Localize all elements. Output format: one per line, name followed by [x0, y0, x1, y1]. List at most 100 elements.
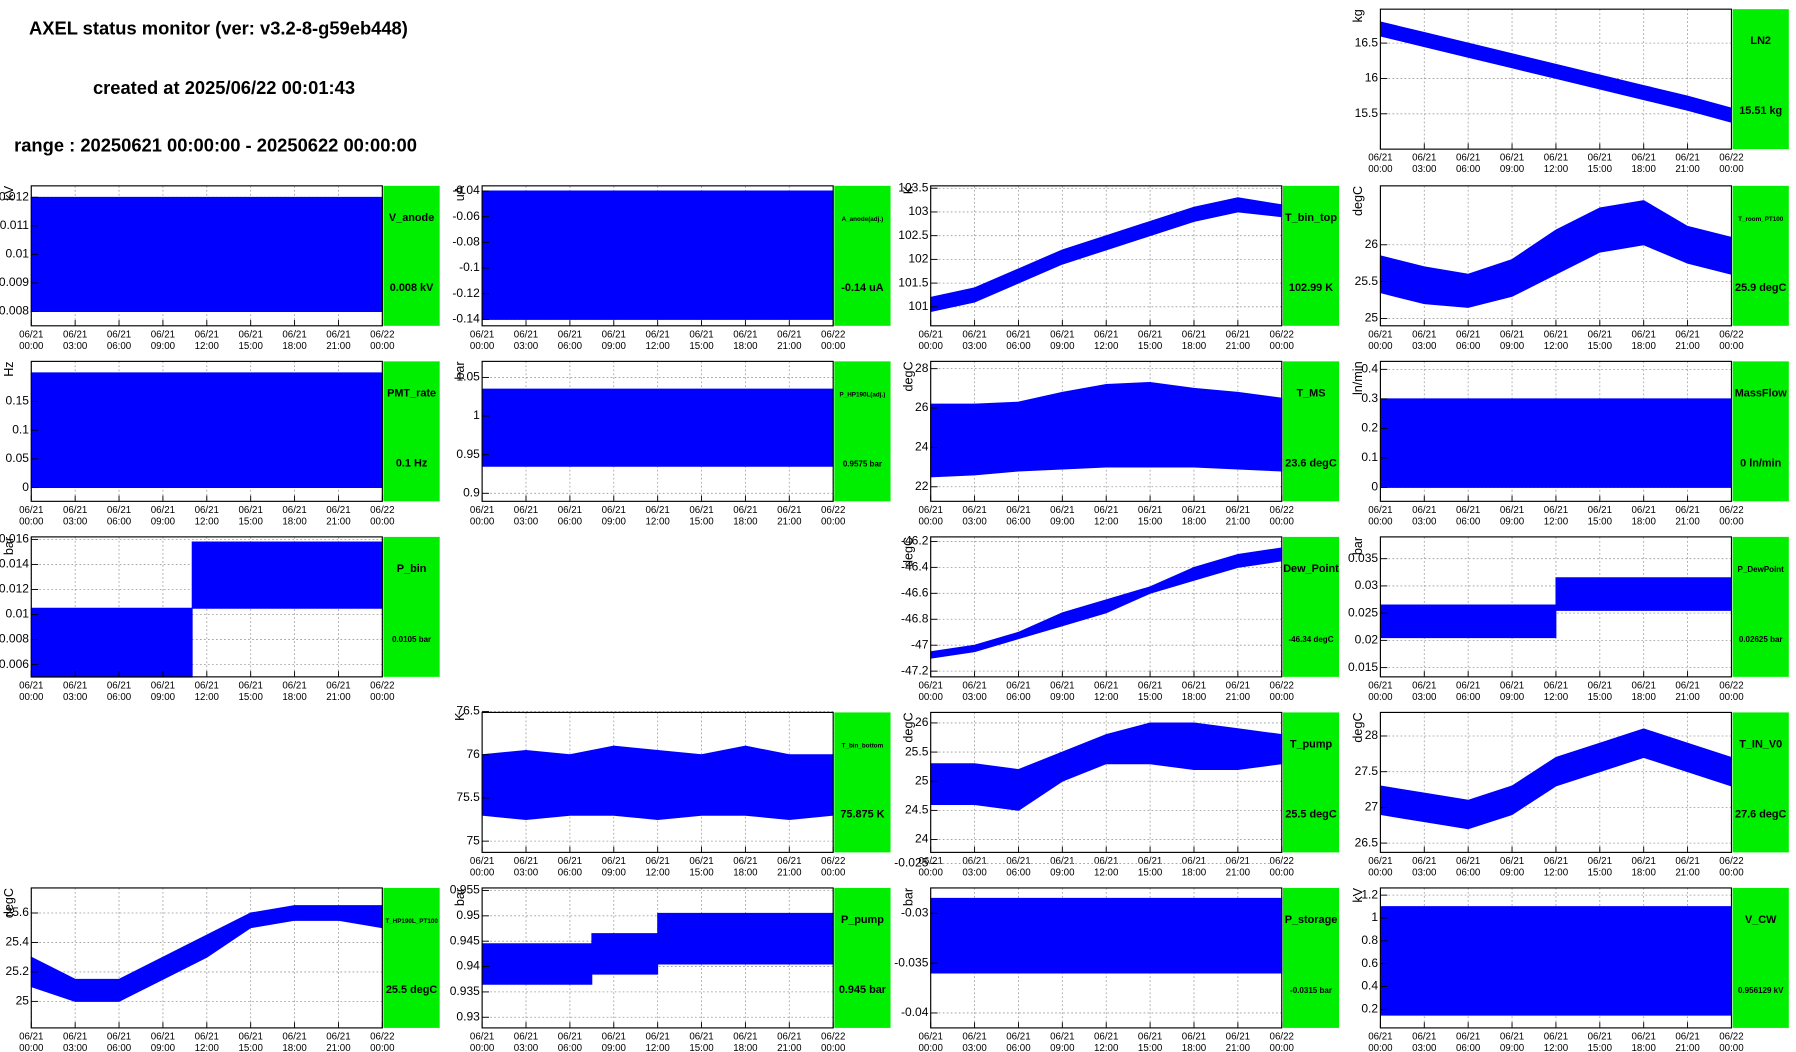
- x-tick-date: 06/21: [238, 505, 262, 516]
- chart-panel: 2525.225.425.606/2100:0006/2103:0006/210…: [2, 887, 440, 1052]
- status-value: -46.34 degC: [1288, 635, 1333, 644]
- x-tick-time: 15:00: [238, 516, 263, 527]
- x-tick-date: 06/22: [1270, 329, 1294, 340]
- status-value: 15.51 kg: [1739, 105, 1782, 117]
- x-tick-time: 00:00: [1368, 516, 1393, 527]
- plot-frame: [930, 887, 1283, 1029]
- x-tick-date: 06/21: [602, 505, 626, 516]
- chart-panel: -0.14-0.12-0.1-0.08-0.06-0.0406/2100:000…: [452, 183, 891, 352]
- x-tick-time: 06:00: [1006, 867, 1031, 878]
- x-tick-date: 06/21: [558, 856, 582, 867]
- x-tick-date: 06/21: [195, 1031, 219, 1042]
- x-tick-date: 06/21: [1456, 856, 1480, 867]
- y-tick-label: 0.03: [1355, 578, 1379, 592]
- x-tick-time: 00:00: [1719, 164, 1744, 175]
- x-tick-time: 18:00: [282, 1043, 307, 1052]
- x-tick-time: 06:00: [1006, 516, 1031, 527]
- y-tick-label: 28: [915, 361, 929, 375]
- x-tick-date: 06/21: [733, 329, 757, 340]
- x-tick-date: 06/21: [1368, 680, 1392, 691]
- status-value: 0.1 Hz: [396, 457, 428, 469]
- x-tick-date: 06/21: [1500, 329, 1524, 340]
- x-tick-date: 06/21: [1182, 329, 1206, 340]
- y-tick-label: 0.05: [6, 451, 30, 465]
- x-tick-date: 06/21: [1544, 329, 1568, 340]
- status-value: 0.008 kV: [390, 282, 434, 294]
- y-axis-label: kg: [1351, 9, 1365, 22]
- x-tick-date: 06/21: [1094, 856, 1118, 867]
- x-tick-time: 00:00: [470, 867, 495, 878]
- status-box: [1732, 536, 1789, 677]
- x-tick-time: 12:00: [1544, 516, 1569, 527]
- x-tick-date: 06/21: [918, 329, 942, 340]
- chart-panel: -47.2-47-46.8-46.6-46.4-46.206/2100:0006…: [901, 534, 1339, 703]
- status-value: 25.9 degC: [1735, 282, 1787, 294]
- x-tick-date: 06/21: [107, 329, 131, 340]
- status-box: [834, 887, 891, 1028]
- x-tick-date: 06/21: [195, 329, 219, 340]
- y-tick-label: 28: [1365, 728, 1379, 742]
- x-tick-date: 06/21: [689, 329, 713, 340]
- x-tick-time: 18:00: [1631, 516, 1656, 527]
- x-tick-date: 06/22: [1270, 1031, 1294, 1042]
- x-tick-date: 06/21: [918, 1031, 942, 1042]
- x-tick-time: 09:00: [151, 692, 176, 703]
- x-tick-time: 00:00: [821, 341, 846, 352]
- y-axis-label: bar: [901, 888, 915, 906]
- data-band: [481, 388, 834, 467]
- x-tick-date: 06/21: [1094, 1031, 1118, 1042]
- x-tick-date: 06/21: [1631, 153, 1655, 164]
- x-tick-time: 12:00: [645, 867, 670, 878]
- x-tick-date: 06/21: [514, 1031, 538, 1042]
- x-tick-time: 18:00: [733, 516, 758, 527]
- chart-panel: 15.51616.506/2100:0006/2103:0006/2106:00…: [1351, 8, 1789, 175]
- x-tick-time: 09:00: [602, 867, 627, 878]
- y-tick-label: 0.006: [0, 657, 29, 671]
- x-tick-time: 09:00: [1500, 516, 1525, 527]
- y-tick-label: -0.035: [894, 955, 928, 969]
- x-tick-time: 03:00: [962, 341, 987, 352]
- x-tick-date: 06/21: [1588, 1031, 1612, 1042]
- x-tick-date: 06/21: [1226, 680, 1250, 691]
- x-tick-date: 06/21: [689, 856, 713, 867]
- x-tick-time: 18:00: [282, 341, 307, 352]
- x-tick-time: 12:00: [1544, 341, 1569, 352]
- x-tick-time: 00:00: [1270, 867, 1295, 878]
- y-tick-label: -0.1: [459, 260, 480, 274]
- x-tick-time: 18:00: [1631, 867, 1656, 878]
- y-tick-label: 25.5: [1355, 274, 1379, 288]
- y-tick-label: 0.1: [12, 422, 29, 436]
- x-tick-time: 21:00: [1675, 341, 1700, 352]
- y-tick-label: 76.5: [456, 704, 480, 718]
- x-tick-date: 06/21: [107, 680, 131, 691]
- x-tick-date: 06/21: [918, 505, 942, 516]
- x-tick-time: 00:00: [918, 692, 943, 703]
- y-tick-label: 0.4: [1361, 979, 1378, 993]
- status-name: T_pump: [1290, 738, 1333, 750]
- x-tick-time: 03:00: [1412, 867, 1437, 878]
- x-tick-date: 06/21: [1631, 329, 1655, 340]
- x-tick-date: 06/21: [1500, 505, 1524, 516]
- y-tick-label: 0.8: [1361, 933, 1378, 947]
- x-tick-date: 06/21: [1456, 680, 1480, 691]
- x-tick-time: 21:00: [326, 516, 351, 527]
- x-tick-time: 00:00: [1368, 692, 1393, 703]
- x-tick-date: 06/22: [821, 1031, 845, 1042]
- x-tick-time: 15:00: [1588, 1043, 1613, 1052]
- x-tick-time: 06:00: [558, 867, 583, 878]
- x-tick-date: 06/21: [151, 680, 175, 691]
- plot-frame: [481, 887, 834, 1029]
- y-tick-label: -0.025: [894, 856, 928, 870]
- x-tick-time: 09:00: [1500, 164, 1525, 175]
- y-tick-label: 0.6: [1361, 956, 1378, 970]
- x-tick-time: 00:00: [1719, 692, 1744, 703]
- x-tick-date: 06/22: [1719, 856, 1743, 867]
- x-tick-time: 09:00: [1500, 867, 1525, 878]
- x-tick-time: 00:00: [470, 341, 495, 352]
- x-tick-date: 06/21: [645, 505, 669, 516]
- x-tick-date: 06/21: [602, 1031, 626, 1042]
- x-tick-time: 06:00: [558, 1043, 583, 1052]
- x-tick-date: 06/21: [107, 505, 131, 516]
- x-tick-date: 06/21: [1588, 680, 1612, 691]
